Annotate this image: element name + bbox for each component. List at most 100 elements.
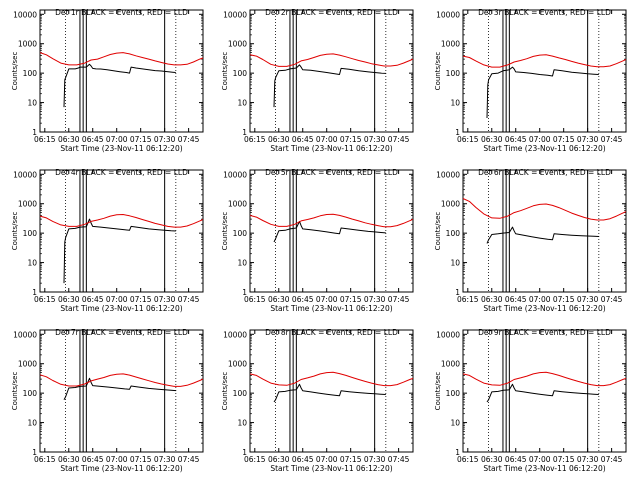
y-tick-label: 1000 bbox=[441, 360, 460, 369]
plot-frame bbox=[462, 9, 627, 133]
y-tick-label: 1000 bbox=[228, 360, 247, 369]
x-tick-label: 06:30 bbox=[481, 295, 503, 304]
x-tick-label: 07:30 bbox=[577, 295, 599, 304]
x-tick-label: 07:45 bbox=[388, 455, 410, 464]
y-tick-label: 10 bbox=[450, 419, 460, 428]
chart-panel-1: Det 1r BLACK = Events, RED = LLD 1 10 100 10… bbox=[11, 8, 204, 153]
y-tick-label: 10000 bbox=[436, 10, 460, 19]
y-tick-label: 100 bbox=[23, 389, 38, 398]
plot-frame bbox=[39, 329, 204, 453]
x-tick-label: 06:15 bbox=[34, 295, 56, 304]
y-tick-label: 10000 bbox=[223, 330, 247, 339]
chart-title: Det 2r BLACK = Events, RED = LLD bbox=[265, 8, 398, 17]
x-tick-label: 07:15 bbox=[553, 135, 575, 144]
y-tick-label: 10 bbox=[450, 99, 460, 108]
lld-series-line bbox=[462, 371, 627, 387]
y-axis-label: Counts/sec bbox=[221, 52, 229, 91]
y-tick-label: 1 bbox=[242, 288, 247, 297]
x-tick-label: 07:45 bbox=[601, 295, 623, 304]
x-tick-label: 06:45 bbox=[505, 135, 527, 144]
y-tick-label: 10 bbox=[237, 419, 247, 428]
y-tick-label: 10 bbox=[27, 259, 37, 268]
y-axis-label: Counts/sec bbox=[434, 212, 442, 251]
x-tick-label: 07:15 bbox=[340, 135, 362, 144]
x-tick-label: 07:00 bbox=[106, 455, 128, 464]
x-tick-label: 06:30 bbox=[268, 455, 290, 464]
chart-panel-2: Det 2r BLACK = Events, RED = LLD 1 10 100 10… bbox=[221, 8, 414, 153]
y-tick-label: 1 bbox=[32, 128, 37, 137]
chart-panel-7: Det 7r BLACK = Events, RED = LLD 1 10 100 10… bbox=[11, 328, 204, 473]
y-tick-label: 1 bbox=[32, 448, 37, 457]
x-tick-label: 06:45 bbox=[505, 455, 527, 464]
x-tick-label: 06:30 bbox=[58, 295, 80, 304]
y-tick-label: 100 bbox=[233, 229, 248, 238]
x-tick-label: 07:15 bbox=[340, 455, 362, 464]
x-axis-label: Start Time (23-Nov-11 06:12:20) bbox=[483, 304, 605, 313]
lld-series-line bbox=[462, 198, 627, 221]
x-tick-label: 06:15 bbox=[244, 455, 266, 464]
y-tick-label: 1000 bbox=[441, 40, 460, 49]
plot-frame bbox=[249, 329, 414, 453]
y-axis-label: Counts/sec bbox=[221, 212, 229, 251]
x-tick-label: 07:45 bbox=[388, 135, 410, 144]
lld-series-line bbox=[39, 214, 204, 228]
y-tick-label: 10000 bbox=[13, 10, 37, 19]
chart-title: Det 3r BLACK = Events, RED = LLD bbox=[478, 8, 611, 17]
chart-title: Det 5r BLACK = Events, RED = LLD bbox=[265, 168, 398, 177]
x-axis-label: Start Time (23-Nov-11 06:12:20) bbox=[270, 144, 392, 153]
x-tick-label: 07:00 bbox=[316, 295, 338, 304]
events-series-line bbox=[273, 64, 386, 108]
x-axis-label: Start Time (23-Nov-11 06:12:20) bbox=[60, 304, 182, 313]
y-axis-label: Counts/sec bbox=[221, 372, 229, 411]
x-tick-label: 06:45 bbox=[82, 455, 104, 464]
x-tick-label: 07:00 bbox=[316, 455, 338, 464]
x-tick-label: 07:15 bbox=[340, 295, 362, 304]
y-tick-label: 10 bbox=[237, 99, 247, 108]
y-tick-label: 10 bbox=[27, 419, 37, 428]
x-tick-label: 07:30 bbox=[154, 135, 176, 144]
y-tick-label: 10000 bbox=[436, 330, 460, 339]
x-tick-label: 07:00 bbox=[529, 455, 551, 464]
x-tick-label: 07:15 bbox=[130, 295, 152, 304]
x-axis-label: Start Time (23-Nov-11 06:12:20) bbox=[270, 464, 392, 473]
y-axis-label: Counts/sec bbox=[11, 52, 19, 91]
y-tick-label: 1 bbox=[242, 128, 247, 137]
lld-series-line bbox=[39, 52, 204, 66]
x-tick-label: 06:45 bbox=[292, 135, 314, 144]
events-series-line bbox=[273, 220, 386, 243]
chart-panel-4: Det 4r BLACK = Events, RED = LLD 1 10 100 10… bbox=[11, 168, 204, 313]
x-tick-label: 07:00 bbox=[316, 135, 338, 144]
plot-frame bbox=[39, 169, 204, 293]
events-series-line bbox=[63, 63, 176, 108]
x-tick-label: 07:00 bbox=[106, 135, 128, 144]
x-tick-label: 06:45 bbox=[82, 135, 104, 144]
y-tick-label: 1 bbox=[455, 128, 460, 137]
chart-panel-8: Det 8r BLACK = Events, RED = LLD 1 10 100 10… bbox=[221, 328, 414, 473]
plot-frame bbox=[249, 9, 414, 133]
x-tick-label: 07:45 bbox=[601, 135, 623, 144]
y-tick-label: 1 bbox=[455, 448, 460, 457]
x-tick-label: 07:30 bbox=[154, 455, 176, 464]
y-tick-label: 100 bbox=[233, 389, 248, 398]
x-tick-label: 06:30 bbox=[268, 295, 290, 304]
x-tick-label: 06:45 bbox=[505, 295, 527, 304]
y-tick-label: 10000 bbox=[223, 10, 247, 19]
y-tick-label: 1 bbox=[455, 288, 460, 297]
chart-title: Det 7r BLACK = Events, RED = LLD bbox=[55, 328, 188, 337]
y-tick-label: 100 bbox=[23, 229, 38, 238]
plot-frame bbox=[462, 169, 627, 293]
x-tick-label: 06:45 bbox=[292, 295, 314, 304]
x-tick-label: 06:15 bbox=[457, 455, 479, 464]
events-series-line bbox=[486, 383, 599, 403]
x-tick-label: 06:30 bbox=[481, 135, 503, 144]
chart-title: Det 1r BLACK = Events, RED = LLD bbox=[55, 8, 188, 17]
y-tick-label: 1 bbox=[242, 448, 247, 457]
y-axis-label: Counts/sec bbox=[434, 372, 442, 411]
y-tick-label: 10 bbox=[27, 99, 37, 108]
x-tick-label: 07:15 bbox=[553, 455, 575, 464]
x-tick-label: 06:15 bbox=[244, 135, 266, 144]
x-tick-label: 07:00 bbox=[529, 135, 551, 144]
x-tick-label: 07:30 bbox=[364, 455, 386, 464]
x-tick-label: 07:30 bbox=[154, 295, 176, 304]
